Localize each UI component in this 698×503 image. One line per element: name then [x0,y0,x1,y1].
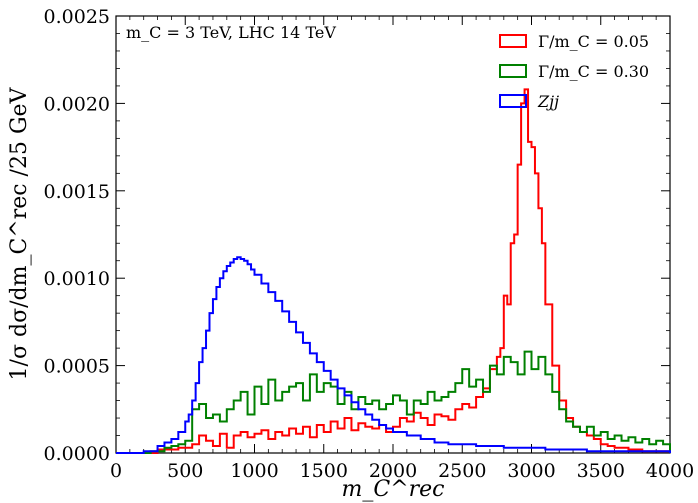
axis-ticks: 0 500 1000 1500 2000 2500 3000 3500 4000 0.0000 0.… [44,6,695,482]
series-line-2 [116,256,671,454]
legend: Γ/m_C = 0.05 Γ/m_C = 0.30 Zjj [499,32,649,111]
series-line-0 [116,88,671,454]
y-axis-label: 1/σ dσ/dm_C^rec /25 GeV [7,86,32,380]
x-tick-label: 3500 [577,460,625,482]
legend-swatch-0 [499,34,527,48]
y-tick-label: 0.0015 [44,181,110,203]
legend-item-2: Zjj [499,92,559,111]
x-tick-label: 2500 [438,460,486,482]
x-axis-label: m_C^rec [342,477,445,502]
x-tick-label: 500 [167,460,203,482]
y-tick-label: 0.0025 [44,6,110,28]
legend-swatch-1 [499,64,527,78]
legend-item-1: Γ/m_C = 0.30 [499,62,649,81]
y-tick-label: 0.0000 [44,443,110,465]
x-tick-label: 3000 [507,460,555,482]
legend-label-0: Γ/m_C = 0.05 [538,32,649,51]
x-tick-label: 4000 [646,460,694,482]
plot-frame [115,15,671,454]
legend-label-1: Γ/m_C = 0.30 [538,62,649,81]
y-tick-label: 0.0020 [44,93,110,115]
y-tick-label: 0.0005 [44,356,110,378]
legend-swatch-2 [499,94,527,108]
x-tick-label: 1000 [230,460,278,482]
x-tick-label: 2000 [369,460,417,482]
x-tick-label: 0 [110,460,122,482]
y-tick-label: 0.0010 [44,268,110,290]
legend-item-0: Γ/m_C = 0.05 [499,32,649,51]
x-tick-label: 1500 [300,460,348,482]
series-line-1 [116,350,671,454]
series-group [116,88,671,454]
legend-label-2: Zjj [537,92,559,111]
annotation-text: m_C = 3 TeV, LHC 14 TeV [126,23,336,42]
